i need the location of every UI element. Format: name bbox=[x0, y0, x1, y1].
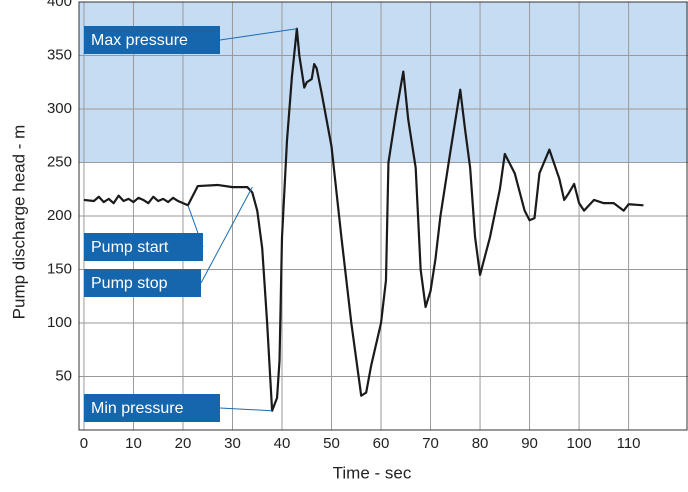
x-tick-label: 70 bbox=[422, 435, 439, 452]
annotation-leader bbox=[219, 407, 273, 412]
x-tick-label: 110 bbox=[617, 435, 641, 452]
x-tick-label: 90 bbox=[521, 435, 538, 452]
plot-frame bbox=[78, 1, 688, 431]
y-tick-label: 350 bbox=[47, 46, 72, 63]
x-axis-label: Time - sec bbox=[333, 463, 412, 482]
x-tick-label: 80 bbox=[472, 435, 489, 452]
annotation-box bbox=[84, 26, 220, 54]
annotation-box bbox=[84, 233, 203, 261]
x-tick-label: 10 bbox=[125, 435, 142, 452]
annotation-label: Min pressure bbox=[91, 400, 184, 417]
x-tick-label: 50 bbox=[323, 435, 340, 452]
y-tick-label: 200 bbox=[47, 207, 72, 224]
y-tick-label: 150 bbox=[47, 260, 72, 277]
x-tick-label: 20 bbox=[175, 435, 192, 452]
annotation-leader bbox=[219, 28, 297, 41]
x-tick-label: 40 bbox=[274, 435, 291, 452]
y-tick-label: 100 bbox=[47, 314, 72, 331]
x-tick-label: 60 bbox=[373, 435, 390, 452]
y-tick-label: 300 bbox=[47, 100, 72, 117]
y-axis-label: Pump discharge head - m bbox=[9, 125, 28, 320]
data-line bbox=[83, 27, 644, 412]
annotation-label: Max pressure bbox=[91, 32, 188, 49]
annotation-label: Pump start bbox=[91, 239, 169, 256]
y-tick-label: 50 bbox=[55, 367, 72, 384]
x-tick-label: 100 bbox=[567, 435, 592, 452]
annotation-label: Pump stop bbox=[91, 275, 168, 292]
y-tick-label: 250 bbox=[47, 153, 72, 170]
annotation-leader bbox=[200, 186, 253, 284]
y-tick-label: 400 bbox=[47, 0, 72, 10]
x-tick-label: 0 bbox=[80, 435, 88, 452]
x-tick-label: 30 bbox=[224, 435, 241, 452]
annotation-box bbox=[84, 394, 220, 422]
annotation-box bbox=[84, 269, 201, 297]
